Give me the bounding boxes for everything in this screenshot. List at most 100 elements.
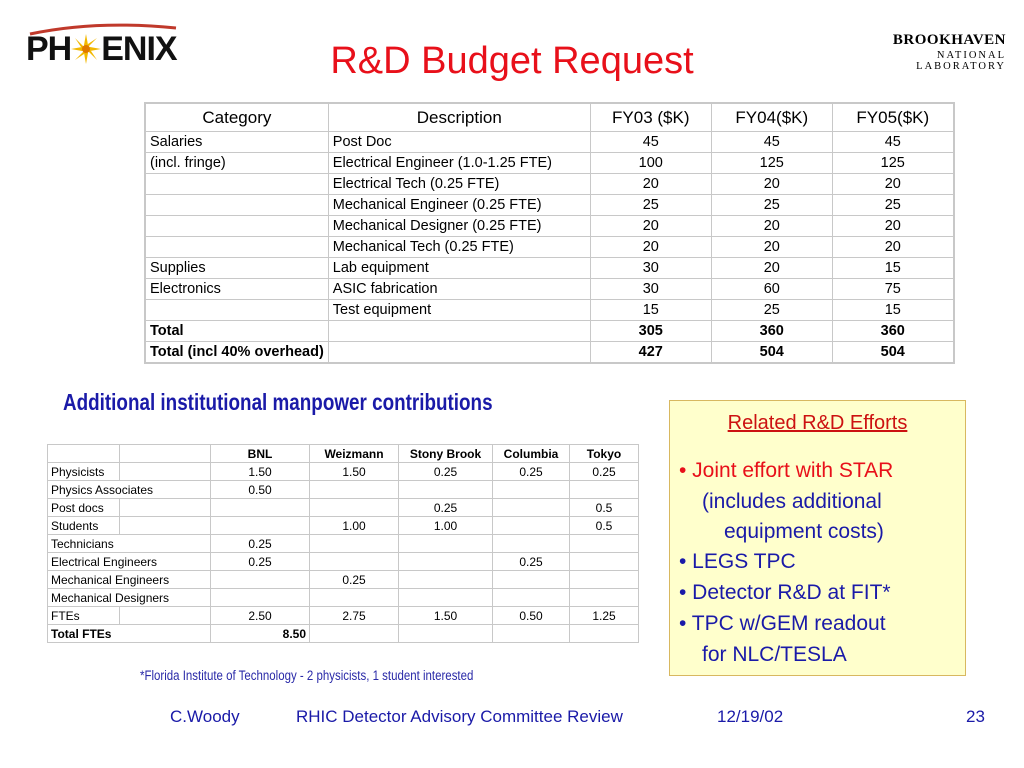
budget-cell: 504 [831,341,954,363]
manpower-cell: Mechanical Designers [47,588,211,607]
manpower-row: Physicists 1.50 1.50 0.25 0.25 0.25 [47,462,639,481]
budget-cell: 45 [710,131,833,153]
manpower-cell [398,552,493,571]
budget-header-row: Category Description FY03 ($K) FY04($K) FY05… [145,103,954,132]
budget-cell: 30 [589,257,712,279]
manpower-cell [492,570,570,589]
manpower-row: Physics Associates 0.50 [47,480,639,499]
manpower-cell [309,534,399,553]
budget-cell: Electronics [145,278,329,300]
manpower-heading: Additional institutional manpower contri… [63,389,493,415]
budget-cell: 20 [589,173,712,195]
manpower-cell: 0.5 [569,516,639,535]
manpower-cell: Post docs [47,498,120,517]
budget-cell: 360 [831,320,954,342]
budget-cell [145,299,329,321]
budget-cell: 20 [589,236,712,258]
manpower-cell: Physics Associates [47,480,211,499]
manpower-table: BNL Weizmann Stony Brook Columbia Tokyo Phys… [47,444,639,643]
manpower-cell [119,516,211,535]
budget-cell: Electrical Tech (0.25 FTE) [327,173,591,195]
manpower-cell [398,624,493,643]
budget-cell [327,320,591,342]
budget-cell: (incl. fringe) [145,152,329,174]
manpower-cell [210,570,310,589]
budget-row: Total 305 360 360 [145,320,954,342]
manpower-cell [492,498,570,517]
budget-row: Test equipment 15 25 15 [145,299,954,321]
budget-table: Category Description FY03 ($K) FY04($K) FY05… [144,102,955,364]
budget-cell [145,236,329,258]
budget-row: Mechanical Tech (0.25 FTE) 20 20 20 [145,236,954,258]
manpower-cell: Total FTEs [47,624,211,643]
budget-header-cell: FY05($K) [831,103,954,132]
manpower-cell [398,570,493,589]
manpower-cell [569,534,639,553]
manpower-row: Post docs 0.25 0.5 [47,498,639,517]
manpower-cell [119,498,211,517]
budget-cell: 15 [831,257,954,279]
manpower-cell [210,516,310,535]
related-efforts-title: Related R&D Efforts [727,412,908,434]
manpower-cell [569,624,639,643]
manpower-cell: 0.25 [210,552,310,571]
budget-cell: 15 [589,299,712,321]
manpower-cell: 1.50 [309,462,399,481]
budget-row: Salaries Post Doc 45 45 45 [145,131,954,153]
budget-cell: 20 [710,257,833,279]
manpower-cell [492,624,570,643]
manpower-cell: 0.25 [398,462,493,481]
manpower-cell [569,588,639,607]
manpower-cell [309,552,399,571]
budget-header-cell: Category [145,103,329,132]
manpower-cell: 1.50 [210,462,310,481]
manpower-cell [210,588,310,607]
manpower-header-cell [47,444,120,463]
phenix-logo: PH ENIX [26,23,186,80]
phenix-logo-left-text: PH [26,30,72,68]
budget-header-cell: FY03 ($K) [589,103,712,132]
manpower-cell [569,552,639,571]
manpower-row: FTEs 2.50 2.75 1.50 0.50 1.25 [47,606,639,625]
manpower-header-cell: Stony Brook [398,444,493,463]
budget-cell [145,194,329,216]
budget-cell [145,173,329,195]
budget-cell: 25 [710,299,833,321]
manpower-cell [569,570,639,589]
budget-cell: Lab equipment [327,257,591,279]
budget-cell: 25 [710,194,833,216]
manpower-cell [309,498,399,517]
manpower-header-row: BNL Weizmann Stony Brook Columbia Tokyo [47,444,639,463]
related-item-star-note-2: equipment costs) [724,520,884,543]
budget-cell: Mechanical Engineer (0.25 FTE) [327,194,591,216]
manpower-row: Mechanical Designers [47,588,639,607]
manpower-cell [398,588,493,607]
manpower-cell [492,588,570,607]
manpower-cell [492,480,570,499]
manpower-cell [398,534,493,553]
budget-cell: Total [145,320,329,342]
related-item-legs: • LEGS TPC [679,550,796,573]
manpower-header-cell: BNL [210,444,310,463]
budget-row: (incl. fringe) Electrical Engineer (1.0-1… [145,152,954,174]
footer-event: RHIC Detector Advisory Committee Review [296,707,623,726]
budget-cell: 504 [710,341,833,363]
manpower-row: Electrical Engineers 0.25 0.25 [47,552,639,571]
manpower-cell: 2.75 [309,606,399,625]
related-item-star: • Joint effort with STAR [679,459,894,482]
related-item-star-note: (includes additional [702,490,882,513]
budget-cell [145,215,329,237]
budget-row: Electronics ASIC fabrication 30 60 75 [145,278,954,300]
phenix-logo-right-text: ENIX [101,30,177,68]
budget-cell: 20 [710,236,833,258]
phenix-star-icon [71,34,102,64]
manpower-cell: 8.50 [210,624,310,643]
manpower-cell [119,462,211,481]
manpower-cell: 2.50 [210,606,310,625]
budget-cell: 20 [589,215,712,237]
manpower-cell [492,534,570,553]
manpower-cell: Physicists [47,462,120,481]
manpower-cell [119,606,211,625]
manpower-header-cell [119,444,211,463]
manpower-cell: FTEs [47,606,120,625]
